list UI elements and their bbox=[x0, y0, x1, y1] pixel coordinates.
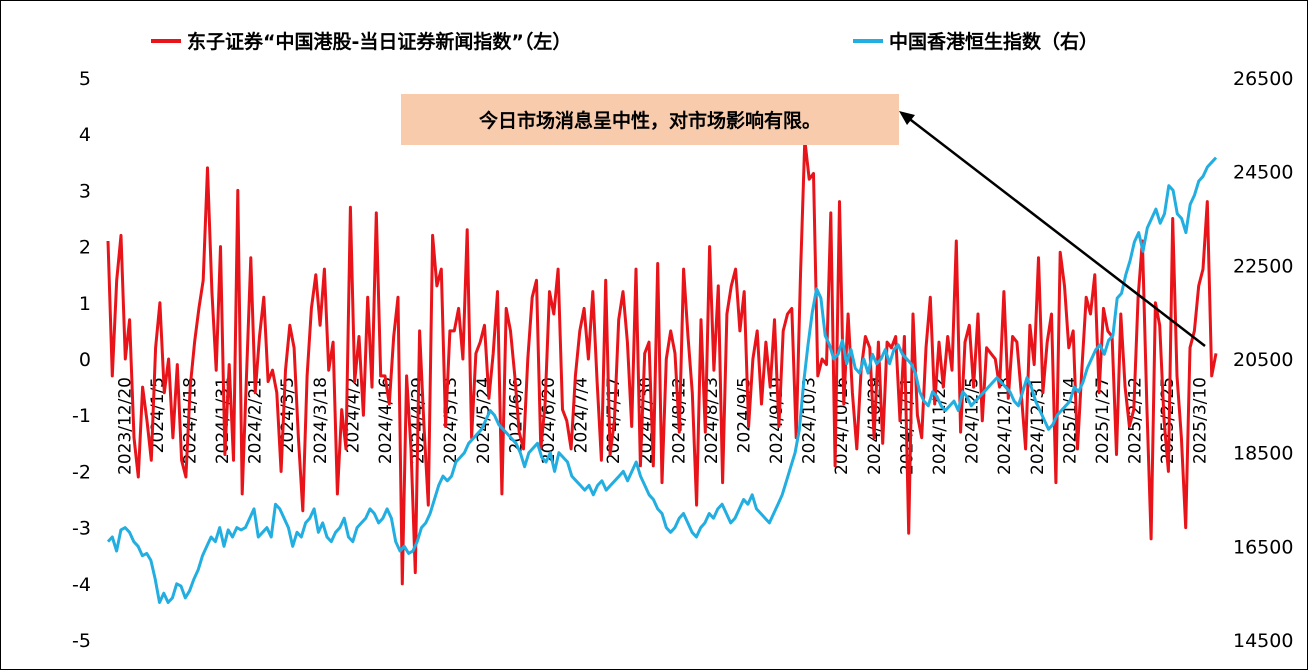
left-tick-label: 1 bbox=[79, 293, 91, 315]
annotation-arrow-line bbox=[906, 116, 1206, 347]
legend: 东子证券“中国港股-当日证券新闻指数”（左） 中国香港恒生指数（右） bbox=[151, 30, 1098, 53]
right-tick-label: 20500 bbox=[1233, 349, 1293, 371]
left-tick-label: 2 bbox=[79, 237, 91, 259]
x-tick-label: 2024/10/3 bbox=[800, 377, 820, 464]
x-tick-label: 2025/2/12 bbox=[1126, 377, 1146, 464]
right-tick-label: 24500 bbox=[1233, 162, 1293, 184]
series-layer bbox=[106, 138, 1218, 604]
x-tick-label: 2024/7/4 bbox=[572, 377, 592, 453]
annotation: 今日市场消息呈中性，对市场影响有限。 bbox=[401, 94, 1206, 347]
left-tick-label: -4 bbox=[72, 574, 91, 596]
left-axis: 5 4 3 2 1 0 -1 -2 -3 -4 -5 bbox=[72, 68, 91, 652]
left-tick-label: 4 bbox=[79, 124, 91, 146]
x-tick-label: 2024/1/18 bbox=[180, 377, 200, 464]
annotation-arrow-head bbox=[899, 111, 915, 125]
left-tick-label: 3 bbox=[79, 180, 91, 202]
right-tick-label: 14500 bbox=[1233, 630, 1293, 652]
legend-right-label: 中国香港恒生指数（右） bbox=[889, 30, 1098, 53]
left-tick-label: -2 bbox=[72, 461, 91, 483]
x-tick-label: 2024/6/6 bbox=[506, 377, 526, 453]
news-index-line bbox=[106, 138, 1218, 586]
x-tick-label: 2024/9/19 bbox=[767, 377, 787, 464]
left-tick-label: -5 bbox=[72, 630, 91, 652]
x-tick-label: 2023/12/20 bbox=[115, 377, 135, 475]
legend-left-label: 东子证券“中国港股-当日证券新闻指数”（左） bbox=[187, 30, 571, 53]
x-tick-label: 2024/3/18 bbox=[311, 377, 331, 464]
left-tick-label: -3 bbox=[72, 518, 91, 540]
x-tick-label: 2024/12/18 bbox=[995, 377, 1015, 475]
left-tick-label: 0 bbox=[79, 349, 91, 371]
right-tick-label: 16500 bbox=[1233, 536, 1293, 558]
left-tick-label: 5 bbox=[79, 68, 91, 90]
left-tick-label: -1 bbox=[72, 405, 91, 427]
right-tick-label: 26500 bbox=[1233, 68, 1293, 90]
x-tick-label: 2025/1/27 bbox=[1093, 377, 1113, 464]
x-tick-label: 2024/2/21 bbox=[246, 377, 266, 464]
right-axis: 26500 24500 22500 20500 18500 16500 14500 bbox=[1233, 68, 1293, 652]
x-tick-label: 2025/3/10 bbox=[1191, 377, 1211, 464]
annotation-text: 今日市场消息呈中性，对市场影响有限。 bbox=[478, 109, 821, 132]
x-tick-label: 2024/6/20 bbox=[539, 377, 559, 464]
annotation-box bbox=[401, 94, 899, 145]
right-tick-label: 22500 bbox=[1233, 255, 1293, 277]
x-tick-label: 2024/12/31 bbox=[1028, 377, 1048, 475]
hang-seng-line bbox=[106, 156, 1218, 604]
right-tick-label: 18500 bbox=[1233, 443, 1293, 465]
